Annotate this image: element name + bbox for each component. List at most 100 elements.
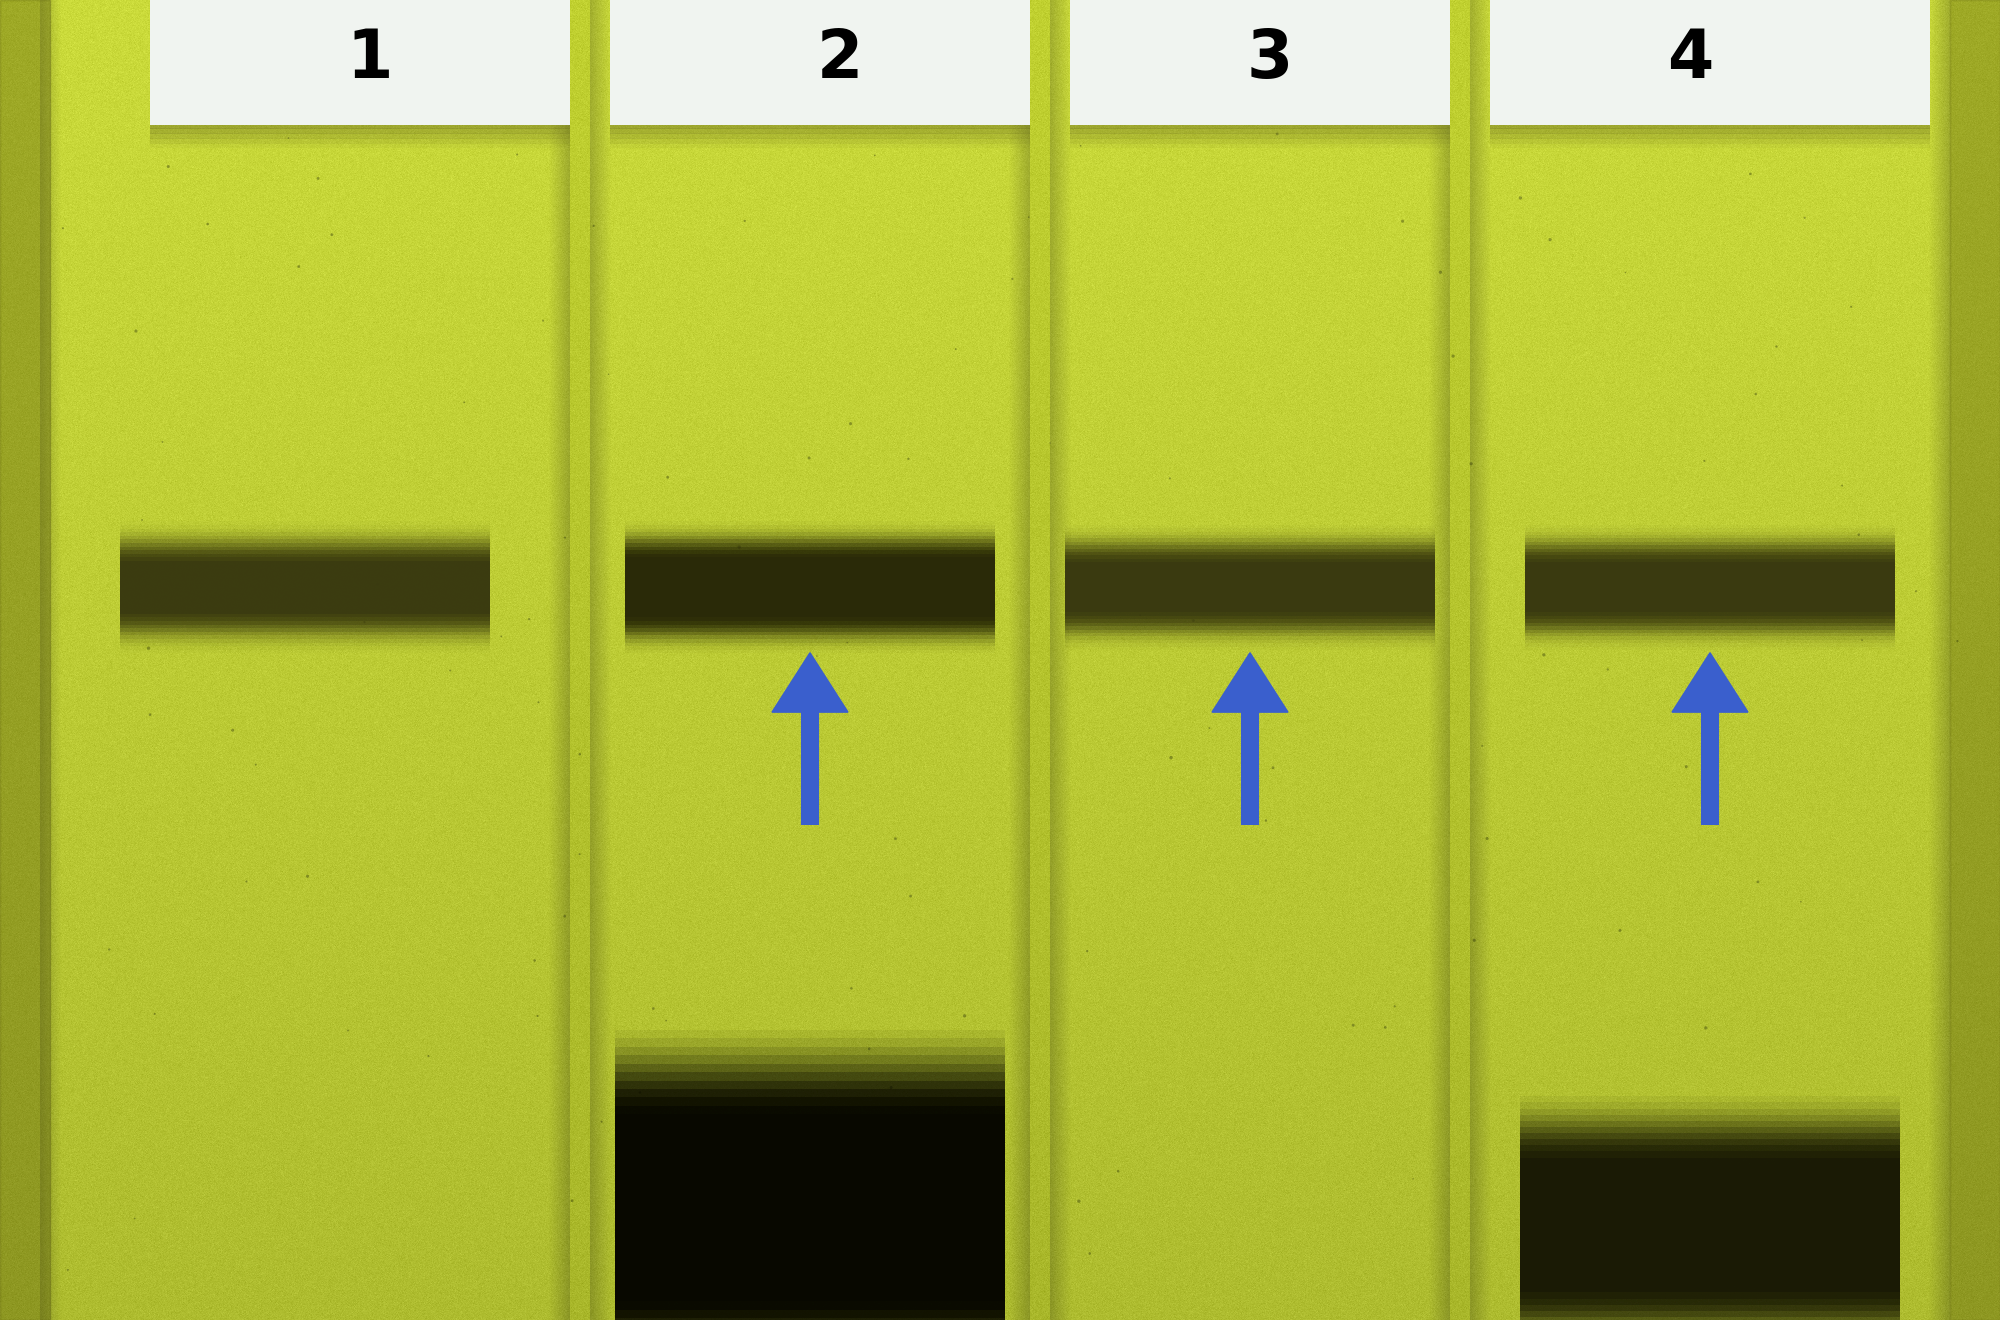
Bar bbox=[1490, 128, 1930, 139]
Point bbox=[624, 1082, 656, 1104]
Bar bbox=[1064, 528, 1436, 647]
Bar bbox=[1520, 1096, 1900, 1320]
Point bbox=[240, 754, 272, 775]
Point bbox=[728, 210, 760, 231]
Point bbox=[858, 145, 890, 166]
Point bbox=[1398, 1168, 1430, 1189]
Bar bbox=[120, 521, 490, 653]
Bar bbox=[1520, 1121, 1900, 1320]
Bar bbox=[1520, 1133, 1900, 1317]
Point bbox=[1842, 524, 1874, 545]
Point bbox=[94, 939, 126, 960]
Point bbox=[842, 1170, 874, 1191]
Bar bbox=[1526, 524, 1896, 649]
Bar bbox=[1064, 535, 1436, 640]
Bar bbox=[616, 1030, 1004, 1320]
Bar bbox=[150, 143, 570, 153]
Bar bbox=[1490, 137, 1930, 148]
Point bbox=[138, 1003, 170, 1024]
Point bbox=[448, 392, 480, 413]
Bar bbox=[150, 124, 570, 135]
Point bbox=[1194, 718, 1226, 739]
Bar bbox=[1950, 0, 2000, 1320]
Point bbox=[46, 218, 78, 239]
Point bbox=[1178, 610, 1210, 631]
Point bbox=[1102, 1160, 1134, 1181]
Point bbox=[650, 1010, 682, 1031]
Point bbox=[940, 338, 972, 359]
Point bbox=[1124, 605, 1156, 626]
Bar bbox=[1070, 133, 1450, 144]
Point bbox=[1258, 758, 1290, 779]
Point bbox=[1740, 383, 1772, 404]
Bar bbox=[1520, 1183, 1900, 1267]
Point bbox=[1670, 756, 1702, 777]
Point bbox=[1074, 1243, 1106, 1265]
Bar bbox=[624, 554, 996, 620]
Point bbox=[1760, 337, 1792, 358]
Bar bbox=[1070, 119, 1450, 129]
Bar bbox=[1064, 552, 1436, 623]
Bar bbox=[610, 119, 1030, 129]
Point bbox=[1900, 581, 1932, 602]
Bar bbox=[624, 543, 996, 632]
Point bbox=[618, 598, 650, 619]
Bar bbox=[1064, 541, 1436, 634]
Point bbox=[1734, 164, 1766, 185]
Bar bbox=[624, 521, 996, 653]
Bar bbox=[610, 0, 1030, 125]
Point bbox=[1604, 920, 1636, 941]
Text: 2: 2 bbox=[816, 26, 864, 92]
Bar bbox=[120, 532, 490, 643]
Point bbox=[1592, 659, 1624, 680]
Point bbox=[1156, 747, 1188, 768]
Point bbox=[1062, 1191, 1094, 1212]
Bar bbox=[120, 554, 490, 620]
Point bbox=[1742, 871, 1774, 892]
Point bbox=[152, 156, 184, 177]
Point bbox=[1034, 433, 1066, 454]
Point bbox=[702, 1259, 734, 1280]
Bar bbox=[624, 561, 996, 614]
Bar bbox=[1520, 1102, 1900, 1320]
Bar bbox=[610, 143, 1030, 153]
Point bbox=[1262, 123, 1294, 144]
Bar bbox=[1526, 562, 1896, 612]
Bar bbox=[616, 1089, 1004, 1320]
Text: 4: 4 bbox=[1666, 26, 1714, 92]
Bar bbox=[1064, 549, 1436, 626]
Bar bbox=[1520, 1127, 1900, 1320]
Bar bbox=[120, 546, 490, 628]
Point bbox=[548, 906, 580, 927]
Bar bbox=[624, 540, 996, 635]
Bar bbox=[1070, 137, 1450, 148]
Bar bbox=[1526, 541, 1896, 634]
Point bbox=[434, 660, 466, 681]
Point bbox=[1828, 1247, 1860, 1269]
Bar bbox=[1526, 532, 1896, 643]
Bar bbox=[616, 1114, 1004, 1302]
FancyArrow shape bbox=[1212, 652, 1288, 711]
Point bbox=[1784, 891, 1816, 912]
Point bbox=[1678, 677, 1710, 698]
Point bbox=[1534, 230, 1566, 251]
Bar bbox=[150, 119, 570, 129]
Bar bbox=[624, 525, 996, 649]
Point bbox=[1472, 828, 1504, 849]
Point bbox=[52, 1259, 84, 1280]
Bar bbox=[616, 1097, 1004, 1319]
Point bbox=[118, 1208, 150, 1229]
Point bbox=[894, 886, 926, 907]
Bar bbox=[120, 561, 490, 614]
Point bbox=[502, 144, 534, 165]
Point bbox=[556, 1191, 588, 1212]
Point bbox=[1528, 644, 1560, 665]
Point bbox=[624, 1118, 656, 1139]
Bar bbox=[1520, 1114, 1900, 1320]
Bar bbox=[1064, 524, 1436, 649]
Bar bbox=[624, 557, 996, 618]
Bar bbox=[1526, 528, 1896, 647]
Bar bbox=[1520, 1176, 1900, 1274]
Point bbox=[662, 1106, 694, 1127]
Point bbox=[348, 611, 380, 632]
